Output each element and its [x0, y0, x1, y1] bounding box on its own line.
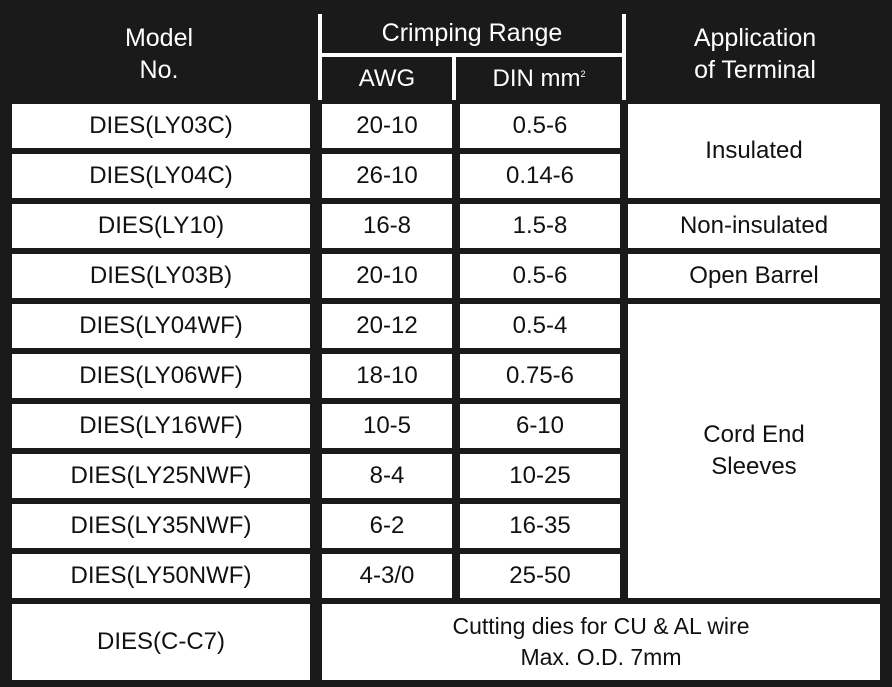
row-1-awg: 20-10 — [322, 104, 452, 148]
row-5-awg: 20-12 — [322, 304, 452, 348]
row-4-model: DIES(LY03B) — [12, 254, 310, 298]
row-2-din: 0.14-6 — [460, 154, 620, 198]
row-10-model: DIES(LY50NWF) — [12, 554, 310, 598]
row-7-awg: 10-5 — [322, 404, 452, 448]
row-2-awg: 26-10 — [322, 154, 452, 198]
header-crimping-range: Crimping Range — [381, 19, 563, 47]
header-application: Application of Terminal — [693, 24, 817, 84]
row-4-din: 0.5-6 — [460, 254, 620, 298]
row-5-din: 0.5-4 — [460, 304, 620, 348]
row-10-din: 25-50 — [460, 554, 620, 598]
header-crimping-divider-left — [318, 14, 322, 100]
row-6-din: 0.75-6 — [460, 354, 620, 398]
row-4-awg: 20-10 — [322, 254, 452, 298]
row-9-din: 16-35 — [460, 504, 620, 548]
row-10-awg: 4-3/0 — [322, 554, 452, 598]
row-9-model: DIES(LY35NWF) — [12, 504, 310, 548]
row-8-din: 10-25 — [460, 454, 620, 498]
application-non-insulated: Non-insulated — [628, 204, 880, 248]
row-3-din: 1.5-8 — [460, 204, 620, 248]
row-11-model: DIES(C-C7) — [12, 604, 310, 680]
row-6-awg: 18-10 — [322, 354, 452, 398]
row-7-din: 6-10 — [460, 404, 620, 448]
row-11-note: Cutting dies for CU & AL wire Max. O.D. … — [322, 604, 880, 680]
header-model-no: Model No. — [124, 24, 194, 84]
row-8-awg: 8-4 — [322, 454, 452, 498]
row-2-model: DIES(LY04C) — [12, 154, 310, 198]
row-8-model: DIES(LY25NWF) — [12, 454, 310, 498]
row-1-din: 0.5-6 — [460, 104, 620, 148]
row-9-awg: 6-2 — [322, 504, 452, 548]
header-din-label: DIN mm — [492, 64, 581, 92]
header-din: DIN mm 2 — [456, 57, 622, 100]
application-insulated: Insulated — [628, 104, 880, 198]
application-open-barrel: Open Barrel — [628, 254, 880, 298]
row-5-model: DIES(LY04WF) — [12, 304, 310, 348]
header-din-superscript: 2 — [580, 69, 586, 79]
row-3-awg: 16-8 — [322, 204, 452, 248]
header-awg-divider — [452, 57, 456, 100]
row-7-model: DIES(LY16WF) — [12, 404, 310, 448]
row-3-model: DIES(LY10) — [12, 204, 310, 248]
header-crimping-divider-right — [622, 14, 626, 100]
application-cord-end-sleeves: Cord End Sleeves — [628, 304, 880, 598]
row-1-model: DIES(LY03C) — [12, 104, 310, 148]
row-6-model: DIES(LY06WF) — [12, 354, 310, 398]
header-crimping-underline — [318, 53, 626, 57]
header-awg: AWG — [358, 64, 416, 92]
